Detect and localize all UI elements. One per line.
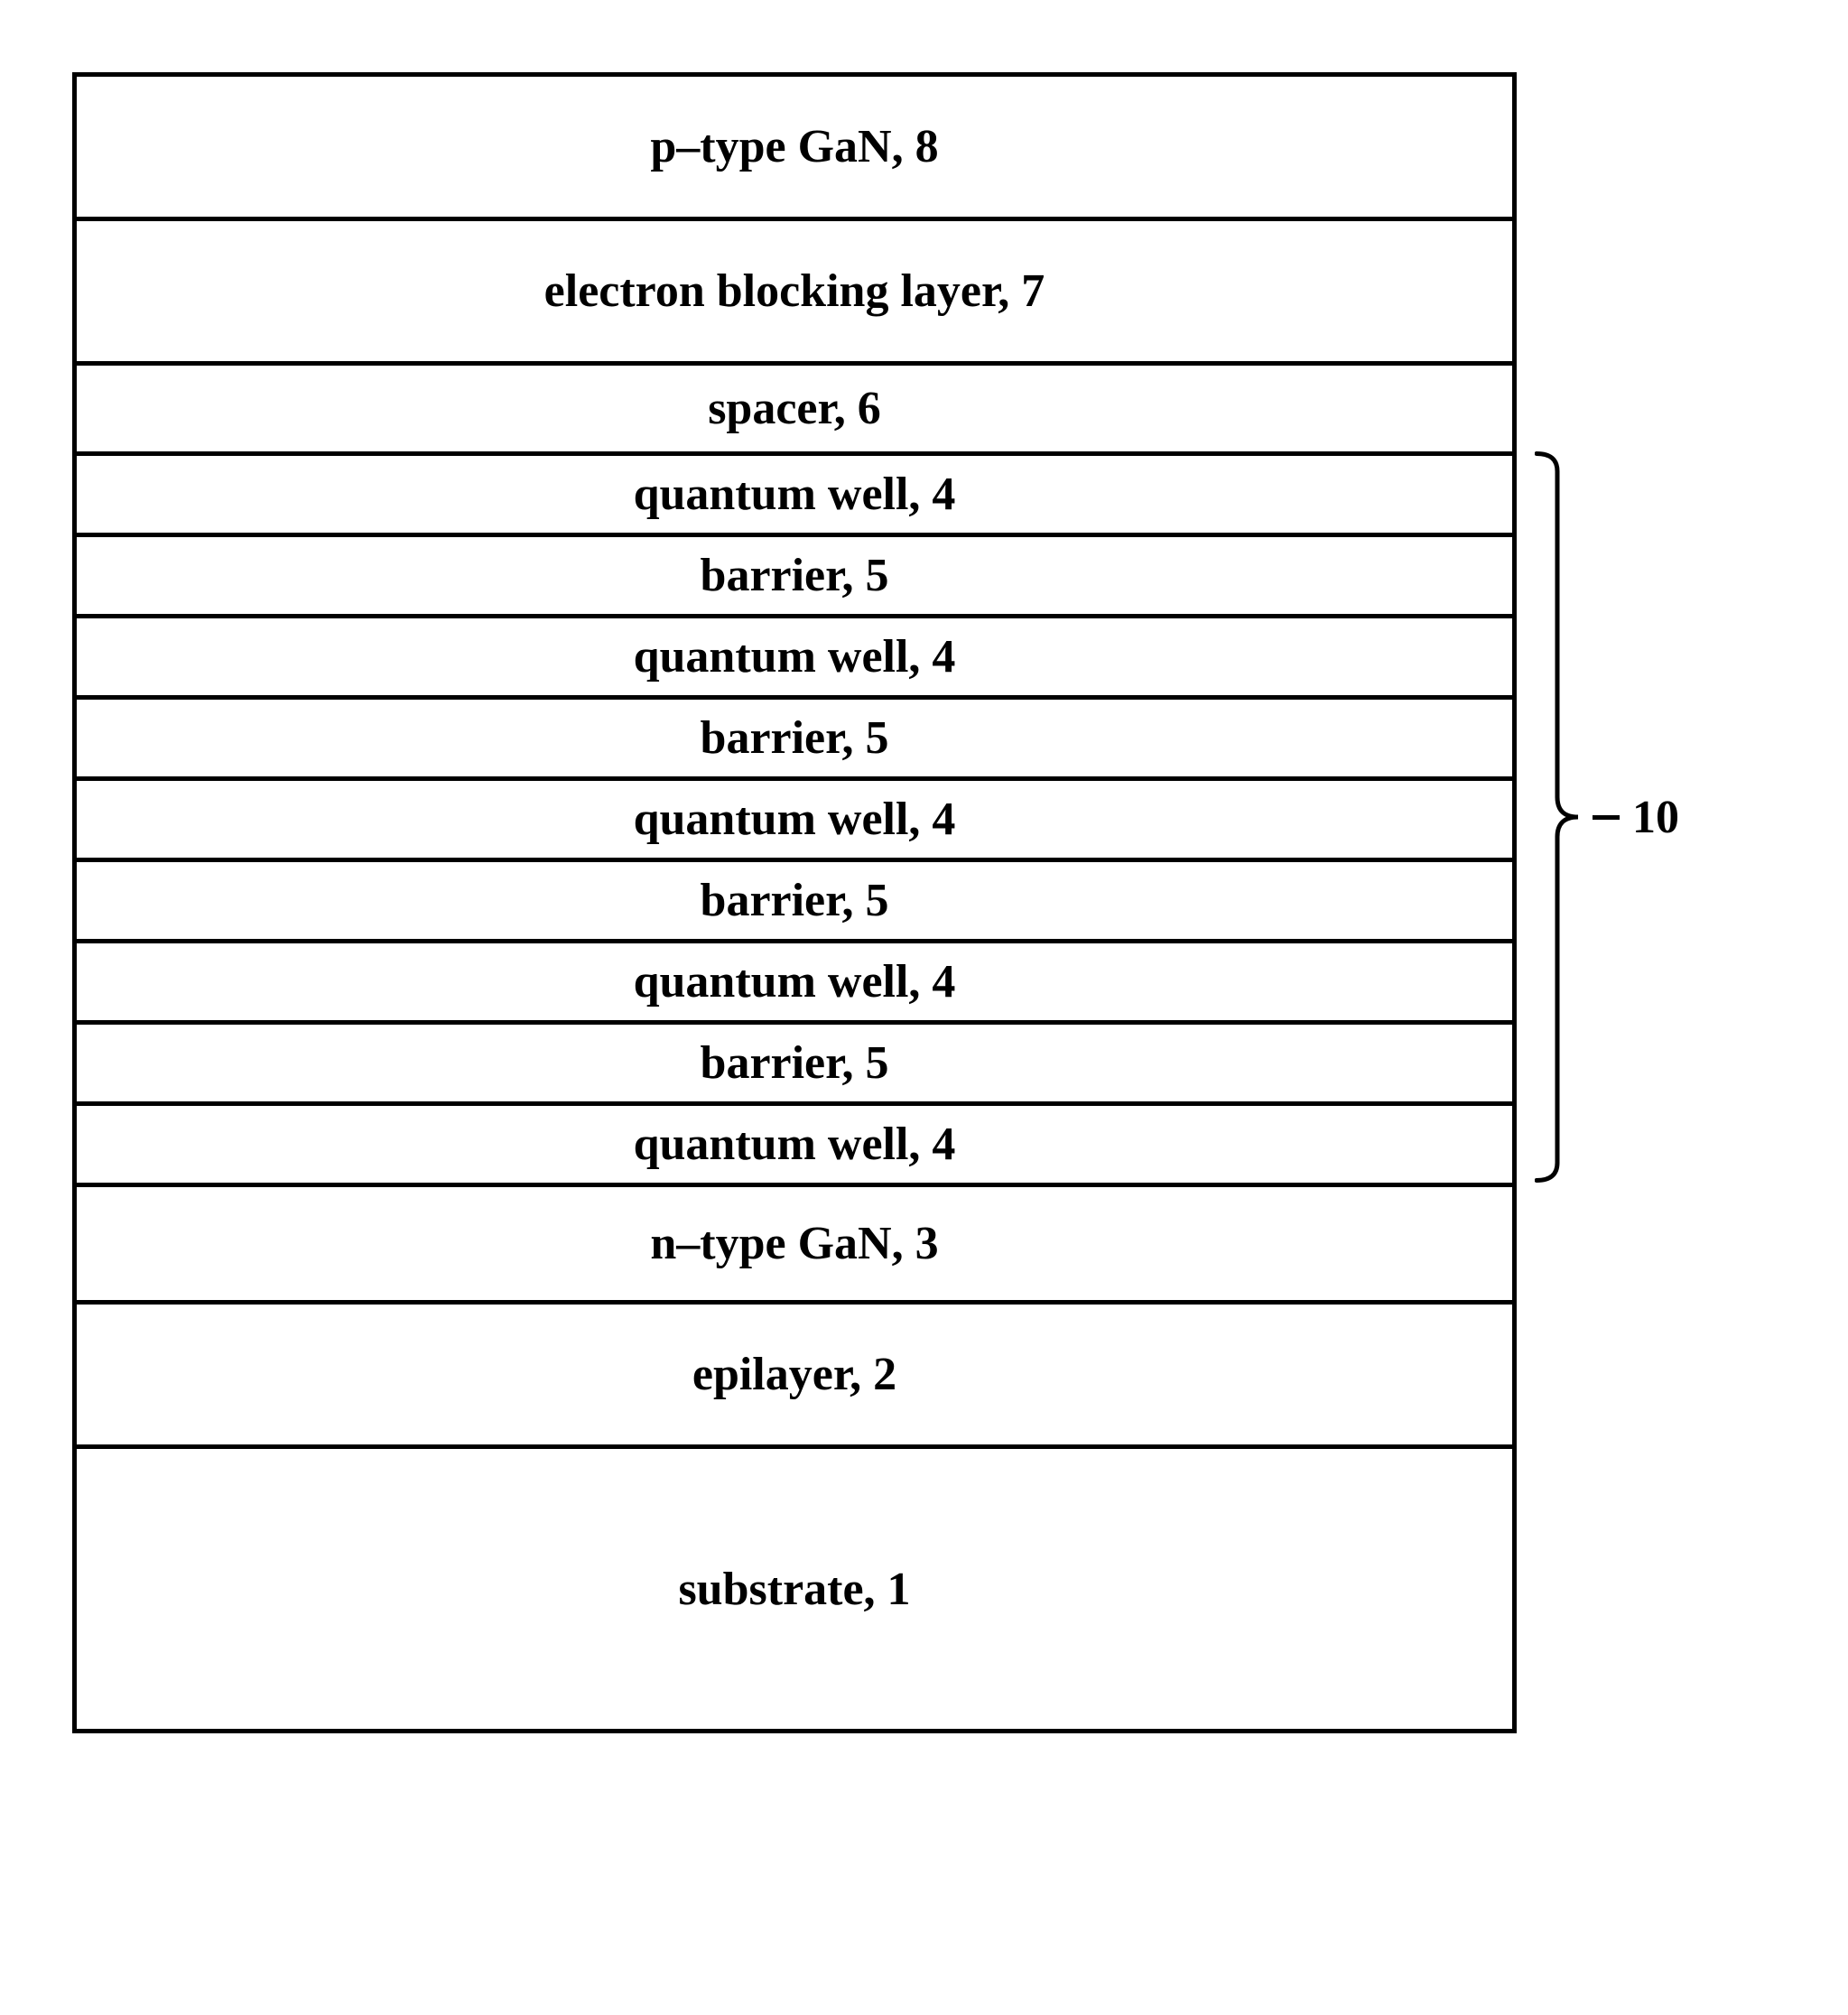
layer-label: spacer, 6: [708, 382, 881, 435]
layer-label: barrier, 5: [701, 874, 889, 927]
layer-label: n–type GaN, 3: [650, 1217, 938, 1270]
layer-label: epilayer, 2: [692, 1348, 896, 1401]
layer-label: barrier, 5: [701, 1036, 889, 1090]
layer-label: quantum well, 4: [634, 630, 956, 683]
layer-label: quantum well, 4: [634, 793, 956, 846]
layer-row: quantum well, 4: [72, 1101, 1517, 1183]
layer-row: barrier, 5: [72, 858, 1517, 939]
layer-label: quantum well, 4: [634, 955, 956, 1008]
layer-row: quantum well, 4: [72, 939, 1517, 1020]
layer-row: quantum well, 4: [72, 451, 1517, 533]
layer-row: barrier, 5: [72, 695, 1517, 776]
layer-row: spacer, 6: [72, 361, 1517, 451]
layer-label: quantum well, 4: [634, 1118, 956, 1171]
bracket-group: 10: [1535, 451, 1679, 1183]
layer-label: p–type GaN, 8: [650, 120, 938, 173]
layer-row: substrate, 1: [72, 1444, 1517, 1733]
layer-label: barrier, 5: [701, 549, 889, 602]
layer-label: substrate, 1: [678, 1563, 910, 1616]
layer-row: quantum well, 4: [72, 614, 1517, 695]
diagram-container: p–type GaN, 8 electron blocking layer, 7 s…: [72, 72, 1776, 1733]
bracket-column: 10: [1535, 72, 1679, 1733]
layer-row: p–type GaN, 8: [72, 72, 1517, 217]
bracket-dash: [1593, 815, 1620, 820]
layer-label: electron blocking layer, 7: [544, 265, 1045, 318]
layer-row: epilayer, 2: [72, 1300, 1517, 1444]
bracket-label: 10: [1632, 791, 1679, 844]
layer-row: quantum well, 4: [72, 776, 1517, 858]
layer-row: n–type GaN, 3: [72, 1183, 1517, 1300]
curly-brace-icon: [1535, 451, 1580, 1183]
layer-label: quantum well, 4: [634, 468, 956, 521]
layer-row: electron blocking layer, 7: [72, 217, 1517, 361]
layer-row: barrier, 5: [72, 1020, 1517, 1101]
layer-stack: p–type GaN, 8 electron blocking layer, 7 s…: [72, 72, 1517, 1733]
layer-label: barrier, 5: [701, 711, 889, 765]
layer-row: barrier, 5: [72, 533, 1517, 614]
